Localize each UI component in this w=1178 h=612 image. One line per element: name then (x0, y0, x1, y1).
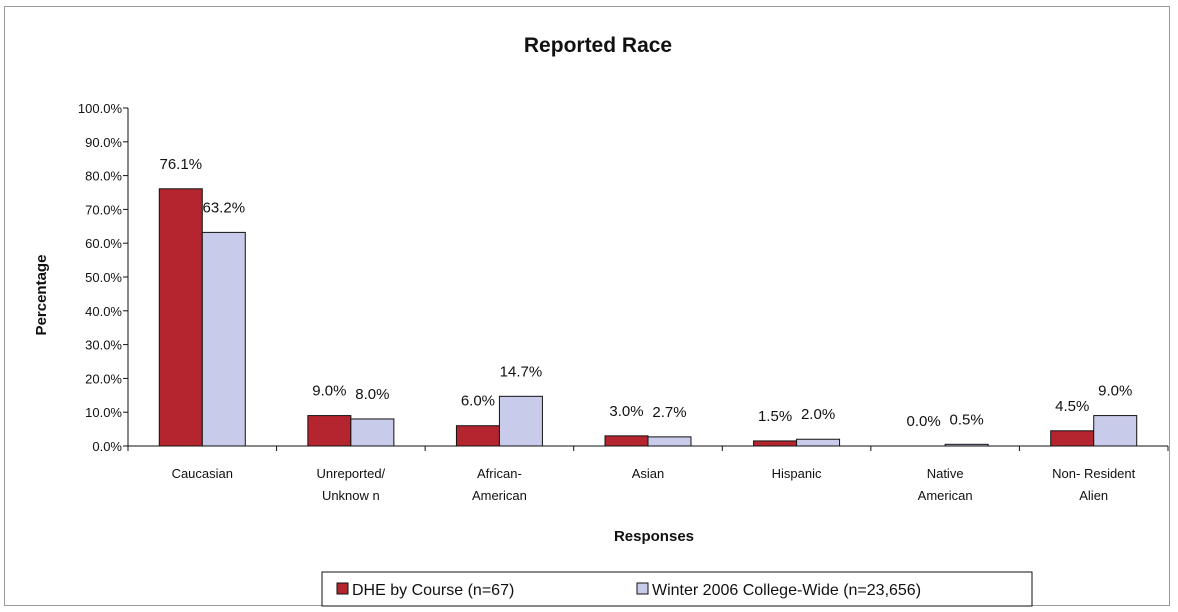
data-label: 3.0% (609, 403, 643, 420)
data-label: 1.5% (758, 408, 792, 425)
y-tick-label: 40.0% (85, 304, 122, 319)
data-label: 2.0% (801, 406, 835, 423)
y-tick-label: 0.0% (92, 439, 122, 454)
data-label: 9.0% (1098, 383, 1132, 400)
legend-label: DHE by Course (n=67) (352, 582, 514, 599)
y-tick-label: 30.0% (85, 338, 122, 353)
legend-swatch (636, 582, 649, 595)
data-label: 4.5% (1055, 398, 1089, 415)
data-label: 63.2% (203, 199, 246, 216)
y-tick-label: 70.0% (85, 202, 122, 217)
y-tick-label: 100.0% (78, 101, 123, 116)
legend-box (321, 571, 1033, 607)
legend-swatch (336, 582, 349, 595)
y-tick-label: 10.0% (85, 405, 122, 420)
y-axis-title: Percentage (33, 255, 50, 336)
category-label: Non- Resident (1052, 466, 1135, 481)
bar-college-wide (944, 443, 989, 447)
category-label: American (918, 488, 973, 503)
chart-title: Reported Race (524, 34, 672, 57)
axes (123, 107, 1169, 451)
data-label: 0.5% (950, 411, 984, 428)
y-tick-label: 80.0% (85, 169, 122, 184)
legend-label: Winter 2006 College-Wide (n=23,656) (652, 582, 921, 599)
category-label: Hispanic (772, 466, 822, 481)
category-label: Native (927, 466, 964, 481)
data-label: 76.1% (160, 156, 203, 173)
data-label: 8.0% (355, 386, 389, 403)
data-label: 6.0% (461, 393, 495, 410)
data-labels: 76.1% 63.2% 9.0% 8.0% 6.0% 14.7% 3.0% 2.7% 1.5% 2… (160, 156, 1133, 430)
bar-college-wide (350, 418, 395, 447)
data-label: 9.0% (312, 383, 346, 400)
bar-college-wide (498, 395, 543, 447)
bar-college-wide (201, 231, 246, 447)
category-label: Unreported/ (317, 466, 386, 481)
bar-dhe (604, 435, 649, 447)
bar-dhe (753, 440, 798, 447)
bar-college-wide (1093, 415, 1138, 447)
bars (158, 188, 1138, 447)
bar-dhe (307, 415, 352, 447)
y-tick-label: 20.0% (85, 371, 122, 386)
category-label: Asian (632, 466, 665, 481)
category-label: Unknow n (322, 488, 380, 503)
bar-dhe (1050, 430, 1095, 447)
data-label: 2.7% (652, 404, 686, 421)
x-axis-title: Responses (614, 528, 694, 545)
bar-dhe (158, 188, 203, 447)
bar-college-wide (647, 436, 692, 447)
bar-dhe (455, 425, 500, 447)
y-tick-label: 50.0% (85, 270, 122, 285)
bar-college-wide (796, 438, 841, 447)
legend: DHE by Course (n=67) Winter 2006 College-… (321, 571, 1033, 607)
y-axis-tick-labels: 0.0% 10.0% 20.0% 30.0% 40.0% 50.0% 60.0% 70.0% 8… (78, 101, 123, 454)
y-tick-label: 60.0% (85, 236, 122, 251)
y-tick-label: 90.0% (85, 135, 122, 150)
category-label: Caucasian (172, 466, 233, 481)
data-label: 14.7% (500, 363, 543, 380)
category-label: American (472, 488, 527, 503)
category-label: Alien (1079, 488, 1108, 503)
data-label: 0.0% (907, 413, 941, 430)
category-label: African- (477, 466, 522, 481)
x-axis-category-labels: Caucasian Unreported/Unknow n African- Amer… (172, 466, 1136, 503)
